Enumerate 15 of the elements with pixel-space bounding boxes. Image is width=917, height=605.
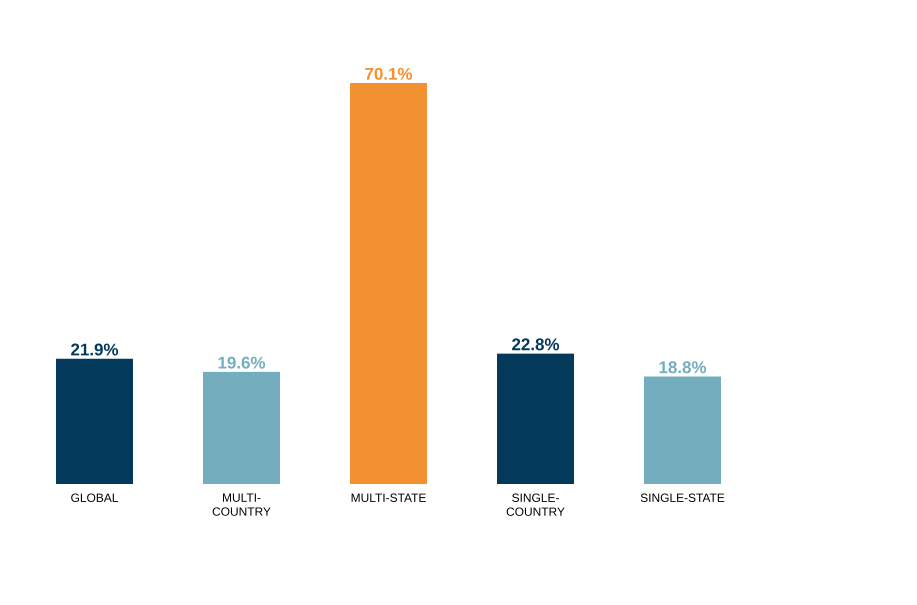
x-tick-label: GLOBAL: [71, 494, 118, 502]
bar: [350, 83, 428, 484]
bar: [497, 354, 574, 484]
x-tick-label: MULTI-COUNTRY: [212, 494, 271, 516]
data-label: 18.8%: [660, 361, 706, 374]
data-label: 22.8%: [512, 338, 560, 350]
x-tick-label: SINGLE-COUNTRY: [506, 494, 565, 516]
data-label: 70.1%: [365, 68, 412, 80]
x-tick-label: SINGLE-STATE: [640, 494, 724, 502]
bar: [203, 372, 280, 484]
data-label: 19.6%: [218, 356, 266, 369]
bar: [56, 358, 134, 484]
bar: [644, 376, 722, 484]
x-tick-label: MULTI-STATE: [352, 494, 426, 502]
data-label: 21.9%: [71, 344, 118, 356]
